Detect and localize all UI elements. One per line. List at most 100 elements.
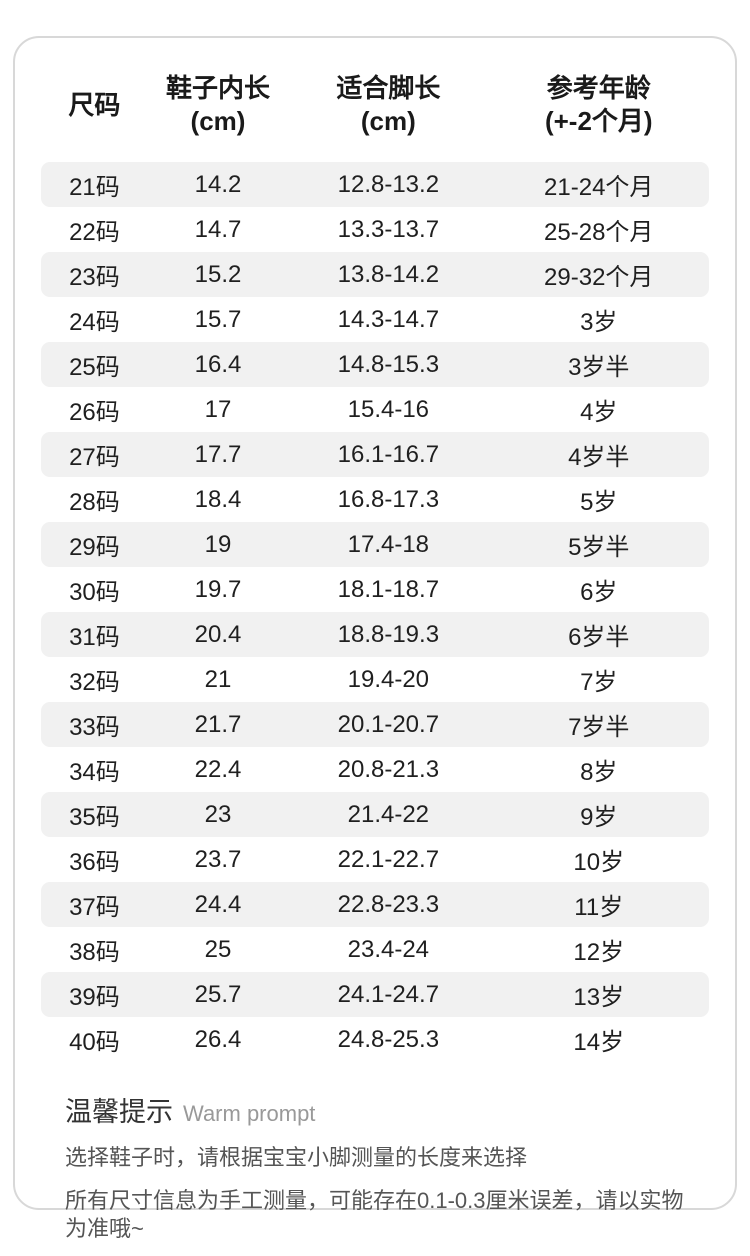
age-cell: 9岁	[580, 804, 618, 831]
foot-length-cell: 24.8-25.3	[337, 1025, 440, 1053]
foot-length-cell: 20.1-20.7	[337, 710, 440, 738]
table-row: 28码 18.4 16.8-17.3 5岁	[41, 477, 709, 522]
age-cell: 4岁	[580, 399, 618, 426]
table-row: 23码 15.2 13.8-14.2 29-32个月	[41, 252, 709, 297]
foot-length-cell: 22.1-22.7	[337, 845, 440, 873]
footer-note: 温馨提示 Warm prompt 选择鞋子时，请根据宝宝小脚测量的长度来选择 所有…	[41, 1062, 709, 1243]
table-row: 33码 21.7 20.1-20.7 7岁半	[41, 702, 709, 747]
inner-length-cell: 21.7	[194, 710, 242, 738]
table-row: 38码 25 23.4-24 12岁	[41, 927, 709, 972]
foot-length-cell: 23.4-24	[347, 935, 430, 963]
inner-length-cell: 15.7	[194, 305, 242, 333]
age-cell: 11岁	[574, 894, 624, 921]
header-size: 尺码	[41, 89, 148, 122]
table-row: 26码 17 15.4-16 4岁	[41, 387, 709, 432]
size-cell: 37码	[69, 894, 120, 921]
foot-length-cell: 17.4-18	[347, 530, 430, 558]
size-cell: 30码	[69, 579, 120, 606]
table-row: 37码 24.4 22.8-23.3 11岁	[41, 882, 709, 927]
size-cell: 31码	[69, 624, 120, 651]
inner-length-cell: 17.7	[194, 440, 242, 468]
size-cell: 28码	[69, 489, 120, 516]
inner-length-cell: 21	[204, 665, 232, 693]
foot-length-cell: 13.8-14.2	[337, 260, 440, 288]
foot-length-cell: 15.4-16	[347, 395, 430, 423]
inner-length-cell: 14.7	[194, 215, 242, 243]
size-cell: 22码	[69, 219, 120, 246]
footer-title-cn: 温馨提示	[65, 1097, 173, 1127]
foot-length-cell: 14.8-15.3	[337, 350, 440, 378]
inner-length-cell: 18.4	[194, 485, 242, 513]
header-foot-length: 适合脚长 (cm)	[288, 72, 488, 138]
table-row: 22码 14.7 13.3-13.7 25-28个月	[41, 207, 709, 252]
age-cell: 3岁	[580, 309, 618, 336]
foot-length-cell: 16.1-16.7	[337, 440, 440, 468]
size-cell: 36码	[69, 849, 120, 876]
table-row: 24码 15.7 14.3-14.7 3岁	[41, 297, 709, 342]
size-chart-card: 尺码 鞋子内长 (cm) 适合脚长 (cm) 参考年龄 (+-2个月) 21码 1…	[13, 36, 737, 1241]
age-cell: 7岁	[580, 669, 618, 696]
header-foot-length-unit: (cm)	[360, 106, 416, 136]
size-cell: 39码	[69, 984, 120, 1011]
inner-length-cell: 25.7	[194, 980, 242, 1008]
age-cell: 10岁	[573, 849, 625, 876]
inner-length-cell: 20.4	[194, 620, 242, 648]
header-size-label: 尺码	[68, 89, 121, 120]
header-age: 参考年龄 (+-2个月)	[489, 72, 709, 138]
inner-length-cell: 15.2	[194, 260, 242, 288]
age-cell: 4岁半	[568, 444, 630, 471]
age-cell: 14岁	[573, 1029, 625, 1056]
size-cell: 24码	[69, 309, 120, 336]
inner-length-cell: 19	[204, 530, 232, 558]
footer-tip-line2: 所有尺寸信息为手工测量，可能存在0.1-0.3厘米误差，请以实物为准哦~	[65, 1188, 684, 1241]
inner-length-cell: 19.7	[194, 575, 242, 603]
table-row: 25码 16.4 14.8-15.3 3岁半	[41, 342, 709, 387]
inner-length-cell: 26.4	[194, 1025, 242, 1053]
age-cell: 13岁	[573, 984, 625, 1011]
header-age-label: 参考年龄	[546, 73, 651, 103]
footer-title: 温馨提示 Warm prompt	[65, 1090, 685, 1129]
size-cell: 26码	[69, 399, 120, 426]
table-row: 31码 20.4 18.8-19.3 6岁半	[41, 612, 709, 657]
age-cell: 21-24个月	[544, 174, 654, 201]
header-foot-length-label: 适合脚长	[336, 73, 441, 103]
foot-length-cell: 19.4-20	[347, 665, 430, 693]
table-header: 尺码 鞋子内长 (cm) 适合脚长 (cm) 参考年龄 (+-2个月)	[41, 72, 709, 138]
age-cell: 5岁半	[568, 534, 630, 561]
inner-length-cell: 25	[204, 935, 232, 963]
foot-length-cell: 18.1-18.7	[337, 575, 440, 603]
inner-length-cell: 14.2	[194, 170, 242, 198]
foot-length-cell: 18.8-19.3	[337, 620, 440, 648]
size-cell: 34码	[69, 759, 120, 786]
age-cell: 12岁	[573, 939, 625, 966]
inner-length-cell: 23	[204, 800, 232, 828]
inner-length-cell: 22.4	[194, 755, 242, 783]
header-inner-length-unit: (cm)	[190, 106, 246, 136]
header-inner-length-label: 鞋子内长	[166, 73, 271, 103]
table-row: 35码 23 21.4-22 9岁	[41, 792, 709, 837]
table-row: 39码 25.7 24.1-24.7 13岁	[41, 972, 709, 1017]
inner-length-cell: 17	[204, 395, 232, 423]
foot-length-cell: 13.3-13.7	[337, 215, 440, 243]
table-body: 21码 14.2 12.8-13.2 21-24个月 22码 14.7 13.3-13.7 2…	[41, 162, 709, 1062]
size-cell: 23码	[69, 264, 120, 291]
footer-title-en: Warm prompt	[183, 1101, 316, 1126]
table-row: 40码 26.4 24.8-25.3 14岁	[41, 1017, 709, 1062]
age-cell: 7岁半	[568, 714, 630, 741]
foot-length-cell: 24.1-24.7	[337, 980, 440, 1008]
size-cell: 32码	[69, 669, 120, 696]
age-cell: 5岁	[580, 489, 618, 516]
footer-tip-line1: 选择鞋子时，请根据宝宝小脚测量的长度来选择	[65, 1145, 528, 1170]
age-cell: 3岁半	[568, 354, 630, 381]
table-row: 29码 19 17.4-18 5岁半	[41, 522, 709, 567]
inner-length-cell: 16.4	[194, 350, 242, 378]
table-row: 27码 17.7 16.1-16.7 4岁半	[41, 432, 709, 477]
header-age-tolerance: (+-2个月)	[544, 106, 653, 136]
size-cell: 29码	[69, 534, 120, 561]
foot-length-cell: 22.8-23.3	[337, 890, 440, 918]
header-inner-length: 鞋子内长 (cm)	[148, 72, 288, 138]
inner-length-cell: 23.7	[194, 845, 242, 873]
foot-length-cell: 14.3-14.7	[337, 305, 440, 333]
age-cell: 6岁半	[568, 624, 630, 651]
foot-length-cell: 20.8-21.3	[337, 755, 440, 783]
